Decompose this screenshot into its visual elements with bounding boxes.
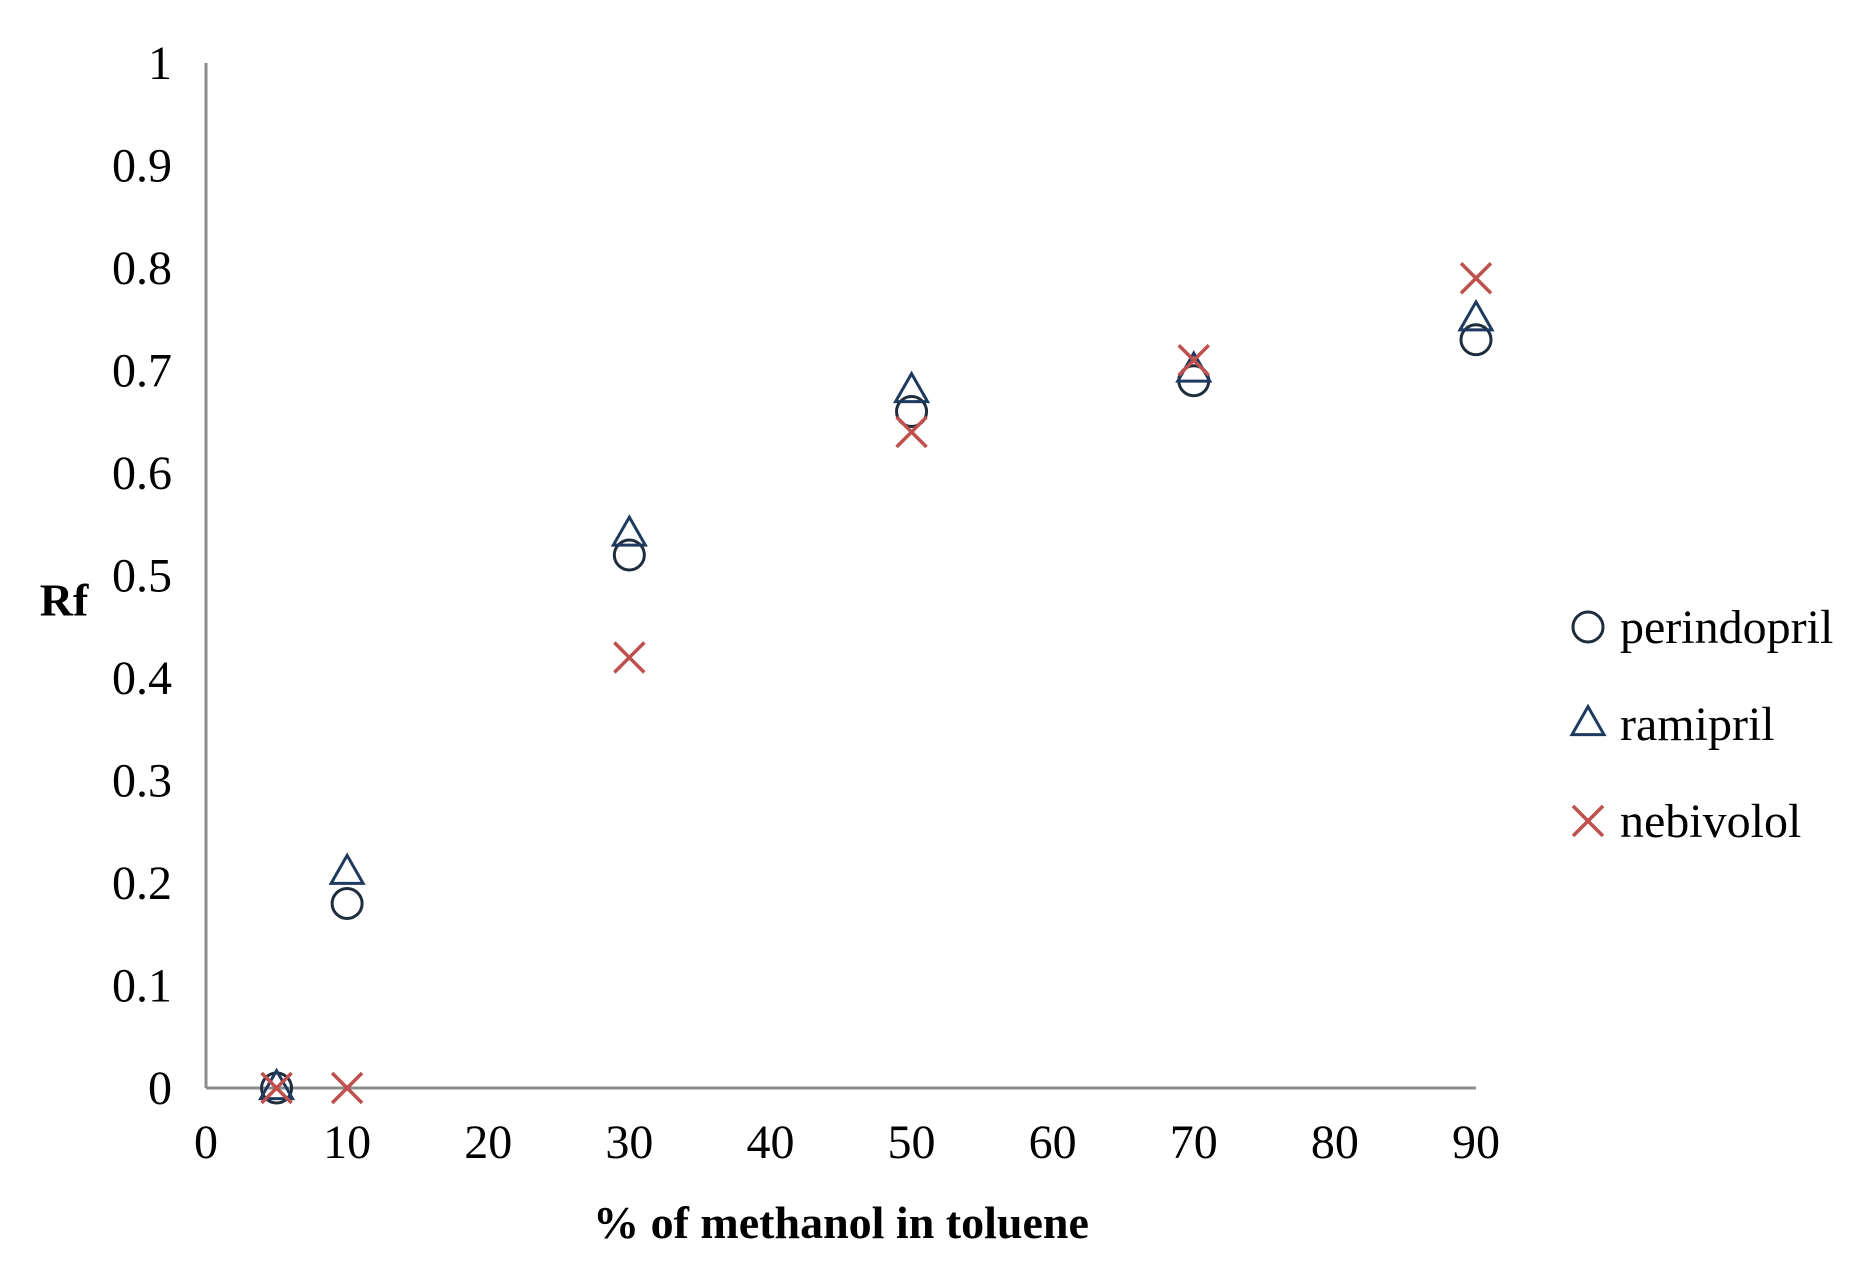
y-tick-label: 0.6 (112, 447, 172, 500)
data-point-nebivolol (613, 641, 646, 674)
y-tick-label: 0.8 (112, 242, 172, 295)
legend-marker-ramipril (1569, 703, 1607, 737)
y-tick-label: 0.4 (112, 652, 172, 705)
data-point-perindopril (895, 395, 929, 428)
data-point-ramipril (1457, 298, 1495, 332)
series-nebivolol (260, 262, 1493, 1105)
y-tick-label: 0.5 (112, 550, 172, 603)
x-tick-label: 40 (746, 1116, 794, 1169)
x-marker-stroke (1459, 262, 1493, 295)
y-tick-label: 0.1 (112, 960, 172, 1013)
legend-label: nebivolol (1620, 795, 1801, 848)
legend-marker-nebivolol (1571, 804, 1605, 838)
data-points (257, 262, 1495, 1105)
x-marker-stroke (330, 1071, 364, 1105)
y-tick-label: 0 (148, 1062, 172, 1115)
data-point-ramipril (328, 852, 366, 885)
data-point-ramipril (610, 514, 648, 547)
y-tick-label: 0.9 (112, 140, 172, 193)
y-tick-labels: 0 0.1 0.2 0.3 0.4 0.5 0.6 0.7 0.8 0.9 1 (112, 37, 172, 1115)
x-tick-label: 70 (1170, 1116, 1218, 1169)
y-tick-label: 0.3 (112, 755, 172, 808)
data-point-ramipril (257, 1067, 296, 1101)
x-tick-label: 0 (194, 1116, 218, 1169)
x-marker-stroke (895, 415, 928, 449)
y-tick-label: 0.7 (112, 345, 172, 398)
x-tick-label: 30 (605, 1116, 653, 1169)
x-tick-label: 80 (1311, 1116, 1359, 1169)
data-point-nebivolol (1459, 262, 1493, 295)
data-point-nebivolol (895, 415, 928, 449)
legend-item-nebivolol: nebivolol (1571, 795, 1801, 848)
data-point-perindopril (330, 887, 364, 920)
x-tick-label: 50 (888, 1116, 936, 1169)
x-tick-label: 10 (323, 1116, 371, 1169)
legend: perindopril ramipril nebivolol (1569, 601, 1833, 848)
x-marker-stroke (1571, 804, 1605, 838)
y-tick-label: 1 (148, 37, 172, 90)
series-perindopril (260, 323, 1493, 1105)
x-marker-stroke (260, 1071, 293, 1105)
x-tick-label: 90 (1452, 1116, 1500, 1169)
axes (204, 63, 1476, 1090)
x-marker-stroke (1177, 344, 1211, 377)
data-point-nebivolol (330, 1071, 364, 1105)
legend-marker-perindopril (1571, 610, 1605, 644)
x-tick-label: 60 (1029, 1116, 1077, 1169)
data-point-perindopril (612, 538, 646, 572)
data-point-perindopril (1459, 323, 1493, 357)
x-tick-labels: 0 10 20 30 40 50 60 70 80 90 (194, 1116, 1500, 1169)
data-point-ramipril (892, 370, 931, 404)
data-point-nebivolol (1177, 344, 1211, 377)
x-axis-title: % of methanol in toluene (593, 1197, 1089, 1248)
y-tick-label: 0.2 (112, 857, 172, 910)
legend-label: ramipril (1620, 698, 1775, 751)
data-point-nebivolol (260, 1071, 293, 1105)
legend-label: perindopril (1620, 601, 1833, 654)
y-axis-title: Rf (40, 575, 89, 626)
legend-item-ramipril: ramipril (1569, 698, 1775, 751)
x-marker-stroke (613, 641, 646, 674)
x-tick-label: 20 (464, 1116, 512, 1169)
legend-item-perindopril: perindopril (1571, 601, 1833, 654)
series-ramipril (257, 298, 1495, 1101)
